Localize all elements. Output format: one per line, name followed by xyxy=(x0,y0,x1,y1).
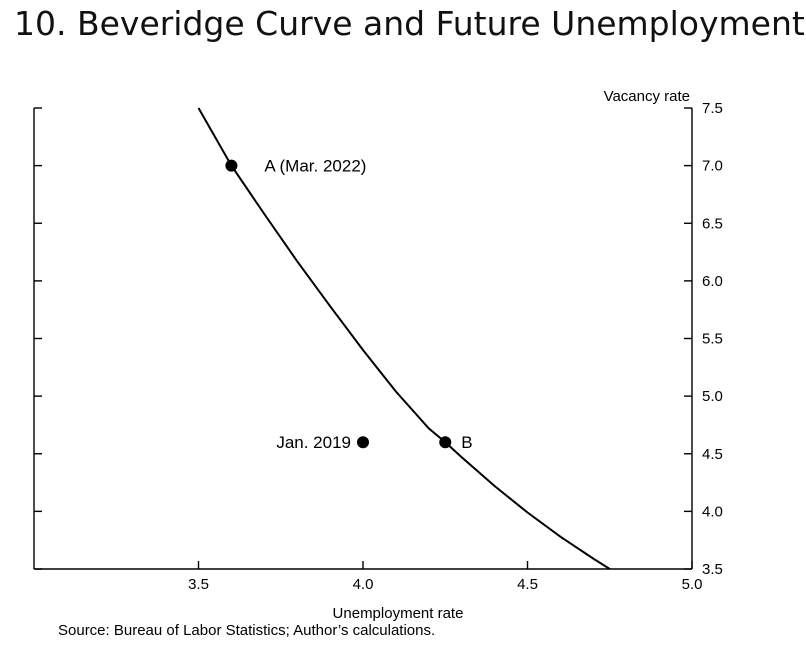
y-tick-label: 3.5 xyxy=(702,561,723,578)
y-tick-label: 4.0 xyxy=(702,503,723,520)
chart-markers: A (Mar. 2022) B Jan. 2019 xyxy=(225,157,473,452)
data-point xyxy=(225,159,238,172)
y-tick-label: 5.5 xyxy=(702,331,723,348)
y-tick-label: 5.0 xyxy=(702,388,723,405)
x-axis-label: Unemployment rate xyxy=(333,605,464,622)
y-tick-label: 6.5 xyxy=(702,215,723,232)
y-tick-label: 7.5 xyxy=(702,100,723,117)
x-tick-label: 4.5 xyxy=(517,576,538,593)
y-tick-label: 6.0 xyxy=(702,273,723,290)
chart-axes xyxy=(33,108,693,570)
point-label: B xyxy=(461,433,472,452)
y-tick-label: 4.5 xyxy=(702,446,723,463)
y-axis-label: Vacancy rate xyxy=(604,88,690,105)
chart-series xyxy=(197,107,611,570)
chart-ticks: 3.5 4.0 4.5 5.0 5.5 6.0 6.5 7.0 7.5 3.5 4.0 4.5 5.0 xyxy=(34,100,723,593)
slide-title: 10. Beveridge Curve and Future Unemploym… xyxy=(14,4,805,43)
beveridge-curve xyxy=(197,107,611,570)
x-tick-label: 3.5 xyxy=(188,576,209,593)
x-tick-label: 4.0 xyxy=(353,576,374,593)
point-label: A (Mar. 2022) xyxy=(264,157,366,176)
data-point xyxy=(439,436,452,449)
x-tick-label: 5.0 xyxy=(682,576,703,593)
y-tick-label: 7.0 xyxy=(702,158,723,175)
source-note: Source: Bureau of Labor Statistics; Auth… xyxy=(58,622,436,639)
point-label: Jan. 2019 xyxy=(276,433,351,452)
data-point xyxy=(357,436,369,449)
